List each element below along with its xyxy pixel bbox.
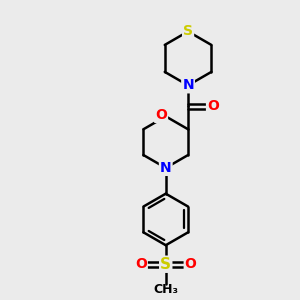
Text: O: O: [155, 108, 167, 122]
Text: S: S: [160, 257, 171, 272]
Text: O: O: [207, 99, 219, 113]
Text: O: O: [135, 257, 147, 271]
Text: S: S: [183, 25, 193, 38]
Text: N: N: [160, 161, 172, 175]
Text: O: O: [185, 257, 197, 271]
Text: N: N: [182, 78, 194, 92]
Text: CH₃: CH₃: [153, 283, 178, 296]
